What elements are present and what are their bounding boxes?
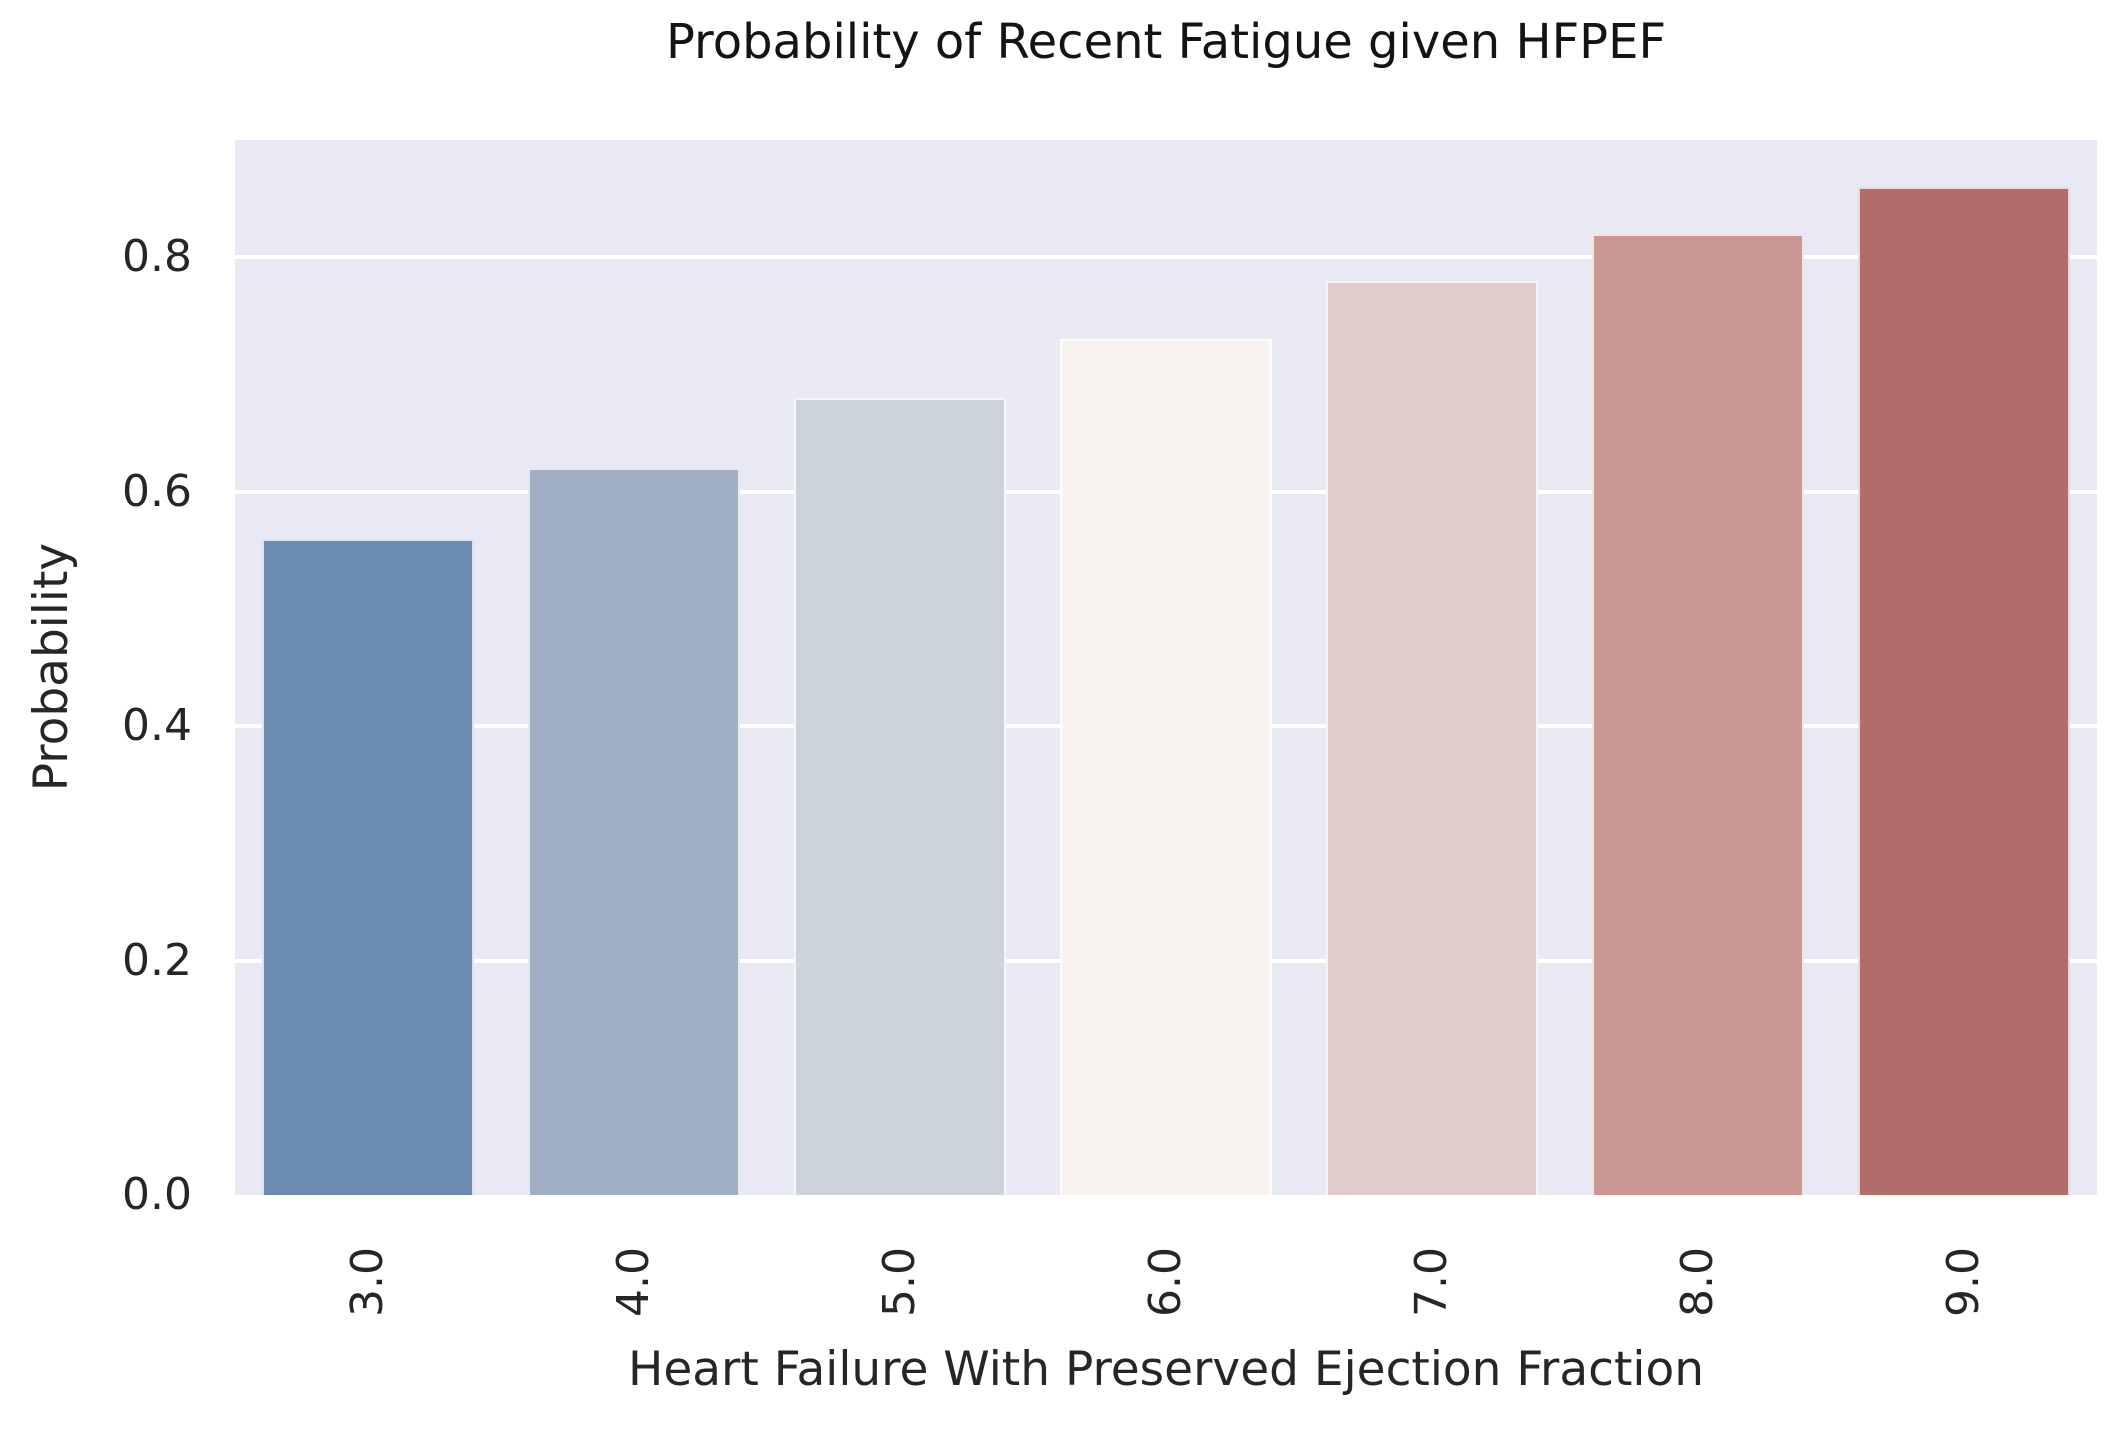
x-tick-label-9.0: 9.0 bbox=[1938, 1247, 1989, 1317]
x-tick-label-5.0: 5.0 bbox=[874, 1247, 925, 1317]
bar-9.0 bbox=[1857, 186, 2071, 1195]
gridline-y-0.8 bbox=[235, 255, 2097, 260]
y-tick-label-0.6: 0.6 bbox=[122, 465, 192, 517]
y-tick-label-0.0: 0.0 bbox=[122, 1169, 192, 1220]
x-tick-label-6.0: 6.0 bbox=[1140, 1247, 1191, 1317]
x-tick-label-8.0: 8.0 bbox=[1672, 1247, 1723, 1317]
x-axis-label: Heart Failure With Preserved Ejection Fr… bbox=[627, 1342, 1705, 1397]
bar-7.0 bbox=[1325, 280, 1539, 1195]
y-tick-label-0.4: 0.4 bbox=[122, 700, 192, 752]
bar-3.0 bbox=[261, 538, 475, 1195]
bar-6.0 bbox=[1059, 339, 1273, 1195]
bar-8.0 bbox=[1591, 233, 1805, 1195]
x-tick-label-7.0: 7.0 bbox=[1406, 1247, 1457, 1317]
plot-area bbox=[235, 140, 2097, 1195]
y-tick-label-0.8: 0.8 bbox=[122, 231, 192, 283]
x-tick-label-4.0: 4.0 bbox=[608, 1247, 659, 1317]
y-tick-label-0.2: 0.2 bbox=[122, 934, 192, 986]
bar-4.0 bbox=[527, 468, 741, 1195]
x-tick-label-3.0: 3.0 bbox=[342, 1247, 393, 1317]
bar-5.0 bbox=[793, 397, 1007, 1195]
y-axis-label: Probability bbox=[24, 542, 79, 792]
chart-title: Probability of Recent Fatigue given HFPE… bbox=[665, 14, 1667, 70]
